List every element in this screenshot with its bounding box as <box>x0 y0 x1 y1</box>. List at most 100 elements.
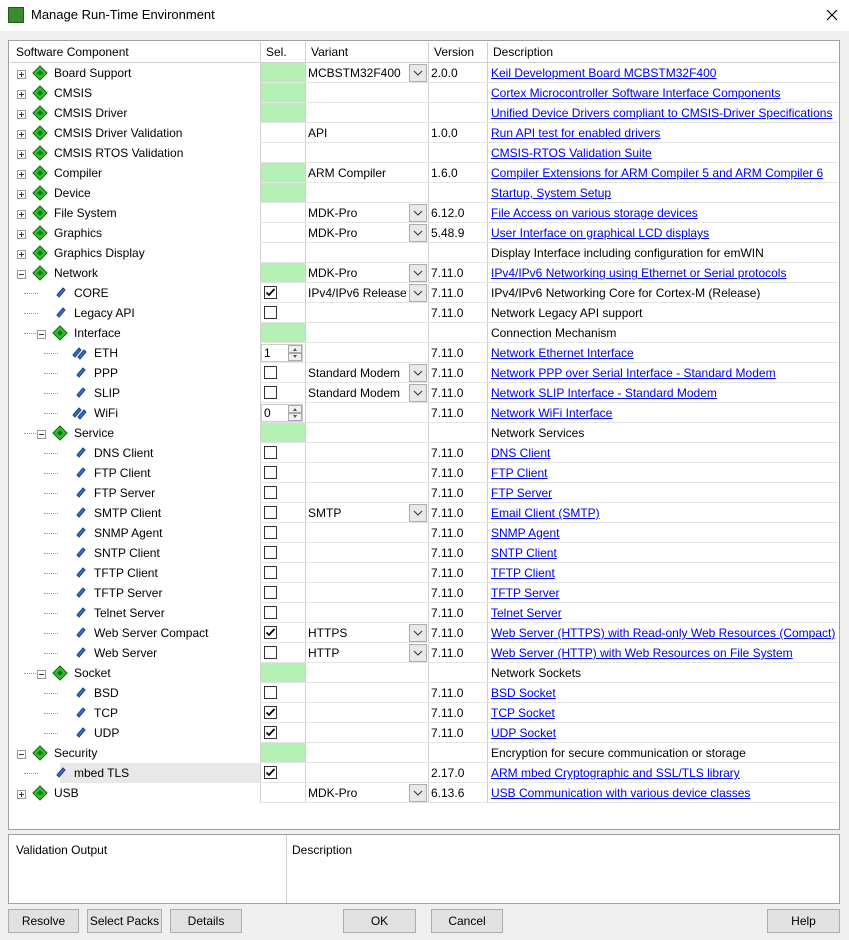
description-link[interactable]: Web Server (HTTP) with Web Resources on … <box>491 646 793 660</box>
button[interactable]: Resolve <box>8 909 79 933</box>
component-name[interactable]: PPP <box>94 366 119 380</box>
expander[interactable] <box>17 250 26 259</box>
component-name[interactable]: Network <box>54 266 99 280</box>
button[interactable]: Select Packs <box>87 909 162 933</box>
expander[interactable] <box>17 70 26 79</box>
description-link[interactable]: User Interface on graphical LCD displays <box>491 226 710 240</box>
variant-dropdown[interactable] <box>409 224 427 242</box>
variant-dropdown[interactable] <box>409 284 427 302</box>
spin-arrows[interactable] <box>288 405 302 421</box>
description-link[interactable]: Startup, System Setup <box>491 186 612 200</box>
description-link[interactable]: TFTP Server <box>491 586 560 600</box>
component-name[interactable]: Device <box>54 186 91 200</box>
variant-dropdown[interactable] <box>409 624 427 642</box>
component-name[interactable]: Interface <box>74 326 121 340</box>
description-link[interactable]: Telnet Server <box>491 606 562 620</box>
checkbox[interactable] <box>264 446 278 460</box>
checkbox[interactable] <box>264 486 278 500</box>
variant-dropdown[interactable] <box>409 264 427 282</box>
component-name[interactable]: ETH <box>94 346 118 360</box>
component-name[interactable]: FTP Client <box>94 466 151 480</box>
checkbox[interactable] <box>264 466 278 480</box>
checkbox[interactable] <box>264 546 278 560</box>
description-link[interactable]: ARM mbed Cryptographic and SSL/TLS libra… <box>491 766 740 780</box>
close-button[interactable] <box>826 9 838 21</box>
description-link[interactable]: FTP Client <box>491 466 548 480</box>
checkbox[interactable] <box>264 606 278 620</box>
checkbox[interactable] <box>264 306 278 320</box>
component-name[interactable]: CMSIS <box>54 86 93 100</box>
button[interactable]: Details <box>170 909 242 933</box>
expander[interactable] <box>17 230 26 239</box>
checkbox[interactable] <box>264 566 278 580</box>
component-name[interactable]: Telnet Server <box>94 606 165 620</box>
component-name[interactable]: CMSIS Driver <box>54 106 128 120</box>
checkbox[interactable] <box>264 646 278 660</box>
expander[interactable] <box>17 110 26 119</box>
component-name[interactable]: mbed TLS <box>74 766 130 780</box>
component-name[interactable]: UDP <box>94 726 120 740</box>
description-link[interactable]: IPv4/IPv6 Networking using Ethernet or S… <box>491 266 787 280</box>
description-link[interactable]: Run API test for enabled drivers <box>491 126 661 140</box>
variant-dropdown[interactable] <box>409 644 427 662</box>
checkbox[interactable] <box>264 526 278 540</box>
description-link[interactable]: UDP Socket <box>491 726 557 740</box>
checkbox[interactable] <box>264 626 278 640</box>
variant-dropdown[interactable] <box>409 64 427 82</box>
description-link[interactable]: Network WiFi Interface <box>491 406 613 420</box>
expander[interactable] <box>17 790 26 799</box>
variant-dropdown[interactable] <box>409 204 427 222</box>
variant-dropdown[interactable] <box>409 504 427 522</box>
expander[interactable] <box>17 90 26 99</box>
component-name[interactable]: SMTP Client <box>94 506 162 520</box>
checkbox[interactable] <box>264 506 278 520</box>
button[interactable]: OK <box>343 909 416 933</box>
expander[interactable] <box>17 150 26 159</box>
expander[interactable] <box>17 750 26 759</box>
description-link[interactable]: Network Ethernet Interface <box>491 346 634 360</box>
component-name[interactable]: TCP <box>94 706 118 720</box>
component-name[interactable]: TFTP Server <box>94 586 163 600</box>
component-name[interactable]: FTP Server <box>94 486 156 500</box>
description-link[interactable]: Compiler Extensions for ARM Compiler 5 a… <box>491 166 824 180</box>
checkbox[interactable] <box>264 286 278 300</box>
description-link[interactable]: BSD Socket <box>491 686 556 700</box>
button[interactable]: Help <box>767 909 840 933</box>
component-name[interactable]: SNMP Agent <box>94 526 163 540</box>
description-link[interactable]: Cortex Microcontroller Software Interfac… <box>491 86 781 100</box>
spin-arrows[interactable] <box>288 345 302 361</box>
component-name[interactable]: Web Server <box>94 646 158 660</box>
component-name[interactable]: Service <box>74 426 115 440</box>
component-name[interactable]: Compiler <box>54 166 103 180</box>
expander[interactable] <box>17 130 26 139</box>
description-link[interactable]: CMSIS-RTOS Validation Suite <box>491 146 652 160</box>
component-name[interactable]: CMSIS RTOS Validation <box>54 146 184 160</box>
variant-dropdown[interactable] <box>409 784 427 802</box>
component-name[interactable]: SLIP <box>94 386 121 400</box>
checkbox[interactable] <box>264 386 278 400</box>
description-link[interactable]: USB Communication with various device cl… <box>491 786 751 800</box>
description-link[interactable]: Unified Device Drivers compliant to CMSI… <box>491 106 833 120</box>
component-name[interactable]: CMSIS Driver Validation <box>54 126 183 140</box>
description-link[interactable]: SNMP Agent <box>491 526 560 540</box>
variant-dropdown[interactable] <box>409 384 427 402</box>
checkbox[interactable] <box>264 366 278 380</box>
component-name[interactable]: Graphics Display <box>54 246 145 260</box>
description-link[interactable]: Keil Development Board MCBSTM32F400 <box>491 66 717 80</box>
component-name[interactable]: SNTP Client <box>94 546 160 560</box>
description-link[interactable]: SNTP Client <box>491 546 557 560</box>
component-name[interactable]: USB <box>54 786 79 800</box>
description-link[interactable]: Network PPP over Serial Interface - Stan… <box>491 366 776 380</box>
component-name[interactable]: Security <box>54 746 98 760</box>
checkbox[interactable] <box>264 686 278 700</box>
checkbox[interactable] <box>264 766 278 780</box>
component-name[interactable]: DNS Client <box>94 446 154 460</box>
description-link[interactable]: File Access on various storage devices <box>491 206 698 220</box>
expander[interactable] <box>17 170 26 179</box>
description-link[interactable]: Network SLIP Interface - Standard Modem <box>491 386 717 400</box>
expander[interactable] <box>17 190 26 199</box>
component-name[interactable]: WiFi <box>94 406 118 420</box>
component-name[interactable]: Legacy API <box>74 306 135 320</box>
description-link[interactable]: Email Client (SMTP) <box>491 506 600 520</box>
checkbox[interactable] <box>264 586 278 600</box>
